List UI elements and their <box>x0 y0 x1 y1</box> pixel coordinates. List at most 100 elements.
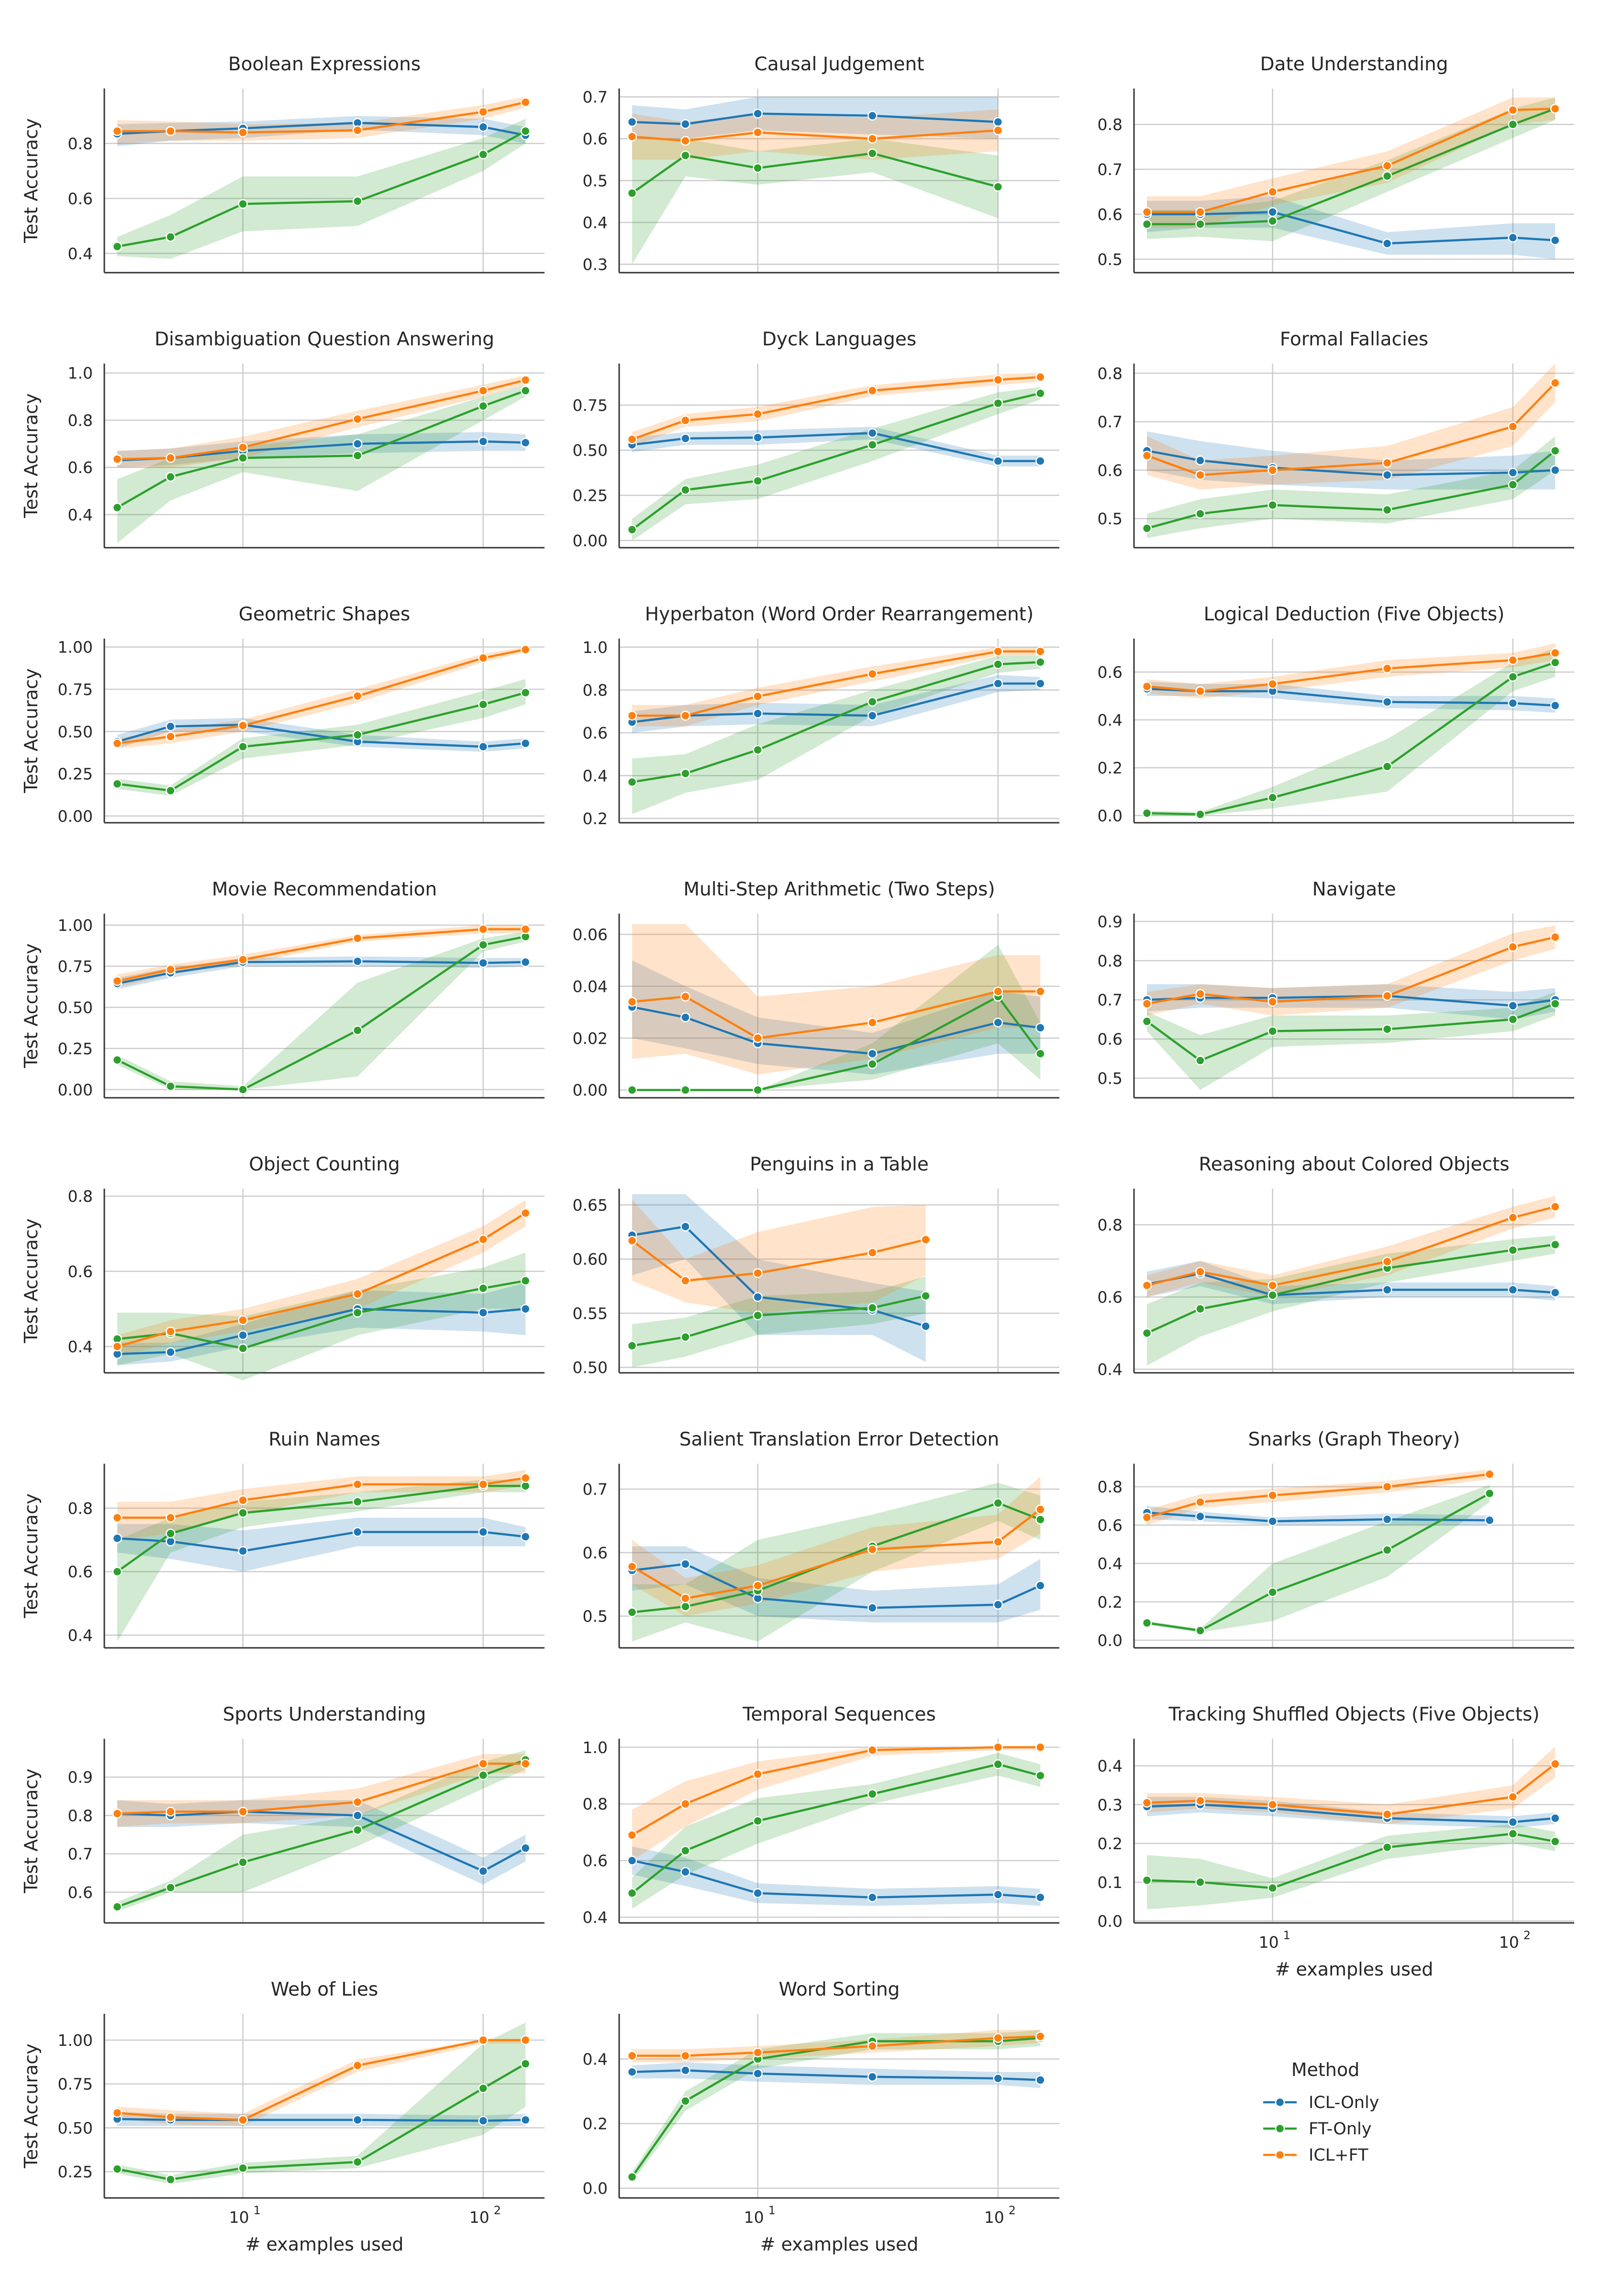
data-point-icl-ft <box>166 964 176 975</box>
series-line-icl-ft <box>117 1212 526 1348</box>
series-line-icl-ft <box>632 2035 1041 2057</box>
data-point-icl-only <box>478 741 489 752</box>
data-point-icl-ft <box>993 1742 1003 1753</box>
data-point-icl-ft <box>478 653 489 663</box>
confidence-band-icl-ft <box>1147 364 1556 490</box>
subplot-salient-translation-error-detection: 0.5 0.6 0.7 Salient Translation Error Detec… <box>583 1429 1059 1649</box>
subplot-multi-step-arithmetic-two-steps: 0.00 0.02 0.04 0.06 Multi-Step Arithmetic (T… <box>573 879 1059 1100</box>
subplot-tracking-shuffled-objects-five-objects: 0.0 0.1 0.2 0.3 0.4 Tracking Shuffled Objects… <box>1098 1704 1574 1980</box>
subplot-title: Date Understanding <box>1260 54 1448 75</box>
y-axis-label: Test Accuracy <box>21 1768 42 1893</box>
data-point-icl-only <box>680 1867 690 1877</box>
data-point-icl-ft <box>993 2033 1003 2043</box>
subplot-title: Dyck Languages <box>762 329 916 350</box>
data-point-icl-only <box>478 1308 489 1318</box>
data-point-ft-only <box>1035 388 1045 398</box>
subplot-title: Hyperbaton (Word Order Rearrangement) <box>645 604 1034 625</box>
confidence-band-icl-only <box>632 1546 1041 1623</box>
data-point-icl-only <box>520 438 531 448</box>
data-point-icl-only <box>867 1603 878 1613</box>
subplot-logical-deduction-five-objects: 0.0 0.2 0.4 0.6 Logical Deduction (Five Obje… <box>1098 604 1574 825</box>
data-point-icl-ft <box>1142 681 1152 692</box>
data-point-icl-ft <box>166 126 176 136</box>
series-line-ft-only <box>117 2063 526 2181</box>
data-point-icl-ft <box>627 1561 637 1572</box>
data-point-icl-only <box>520 1532 531 1542</box>
subplot-formal-fallacies: 0.5 0.6 0.7 0.8 Formal Fallacies <box>1098 329 1574 549</box>
data-point-icl-only <box>753 432 763 443</box>
data-point-icl-ft <box>921 1235 931 1245</box>
data-point-ft-only <box>993 1759 1003 1769</box>
data-point-ft-only <box>1382 762 1392 772</box>
data-point-icl-ft <box>1382 1481 1392 1492</box>
series-line-icl-only <box>632 1006 1041 1055</box>
data-point-icl-only <box>680 119 690 129</box>
confidence-band-icl-ft <box>117 1470 526 1540</box>
y-tick-label: 0.0 <box>1098 1631 1123 1650</box>
data-point-icl-only <box>1508 1001 1518 1011</box>
data-point-icl-only <box>478 436 489 447</box>
data-point-icl-only <box>680 433 690 443</box>
y-tick-label: 0.6 <box>583 1852 608 1870</box>
data-point-icl-ft <box>478 1479 489 1490</box>
confidence-band-icl-only <box>632 675 1041 733</box>
series-line-ft-only <box>1146 450 1556 530</box>
y-tick-label: 0.8 <box>68 1806 93 1825</box>
data-point-icl-only <box>166 1347 176 1358</box>
series-line-ft-only <box>117 1758 526 1908</box>
legend-label: FT-Only <box>1309 2119 1371 2139</box>
data-point-ft-only <box>478 940 489 950</box>
data-point-icl-ft <box>352 691 363 701</box>
data-point-icl-ft <box>478 1758 489 1769</box>
y-tick-label: 0.6 <box>68 1563 93 1581</box>
data-point-ft-only <box>867 696 878 707</box>
confidence-band-icl-ft <box>632 647 1041 727</box>
data-point-icl-only <box>753 109 763 119</box>
subplot-reasoning-about-colored-objects: 0.4 0.6 0.8 Reasoning about Colored Objects <box>1098 1154 1574 1379</box>
data-point-ft-only <box>1195 1055 1205 1066</box>
data-point-icl-only <box>867 1892 878 1902</box>
data-point-icl-ft <box>1267 465 1278 475</box>
data-point-icl-only <box>1195 1512 1205 1522</box>
y-axis-label: Test Accuracy <box>21 118 42 243</box>
data-point-icl-ft <box>1508 421 1518 431</box>
data-point-icl-only <box>1035 1580 1045 1591</box>
series-line-icl-only <box>1147 210 1556 245</box>
data-point-ft-only <box>166 1882 176 1893</box>
y-tick-label: 0.00 <box>573 531 608 550</box>
y-tick-label: 1.0 <box>583 638 608 657</box>
y-tick-label: 0.25 <box>58 765 93 784</box>
data-point-icl-ft <box>112 976 122 986</box>
data-point-ft-only <box>166 472 176 482</box>
subplot-title: Tracking Shuffled Objects (Five Objects) <box>1168 1704 1539 1725</box>
y-tick-label: 1.00 <box>58 2031 93 2050</box>
data-point-ft-only <box>1550 1239 1560 1250</box>
subplot-title: Web of Lies <box>271 1979 378 2000</box>
data-point-ft-only <box>520 1481 531 1491</box>
data-point-icl-ft <box>112 454 122 464</box>
data-point-icl-ft <box>1142 1512 1152 1523</box>
data-point-icl-only <box>1382 1514 1392 1524</box>
data-point-ft-only <box>520 687 531 698</box>
series-line-icl-only <box>632 432 1041 463</box>
data-point-ft-only <box>627 188 637 198</box>
data-point-icl-ft <box>1195 1267 1205 1277</box>
x-tick-exponent: 1 <box>1283 1929 1290 1942</box>
data-point-ft-only <box>352 1825 363 1835</box>
data-point-icl-ft <box>352 1289 363 1299</box>
y-tick-label: 0.5 <box>583 1607 608 1626</box>
data-point-icl-only <box>867 2072 878 2082</box>
confidence-band-icl-ft <box>117 647 526 749</box>
data-point-ft-only <box>1142 219 1152 229</box>
data-point-icl-ft <box>680 1276 690 1286</box>
y-tick-label: 0.7 <box>1098 991 1123 1009</box>
y-tick-label: 0.4 <box>1098 711 1123 729</box>
data-point-icl-only <box>478 1866 489 1876</box>
data-point-icl-only <box>112 1533 122 1544</box>
data-point-icl-ft <box>680 2051 690 2061</box>
data-point-ft-only <box>352 1308 363 1318</box>
y-tick-label: 0.4 <box>583 1908 608 1927</box>
data-point-icl-ft <box>1508 942 1518 952</box>
legend-label: ICL-Only <box>1309 2093 1379 2112</box>
y-tick-label: 0.5 <box>1098 250 1123 269</box>
